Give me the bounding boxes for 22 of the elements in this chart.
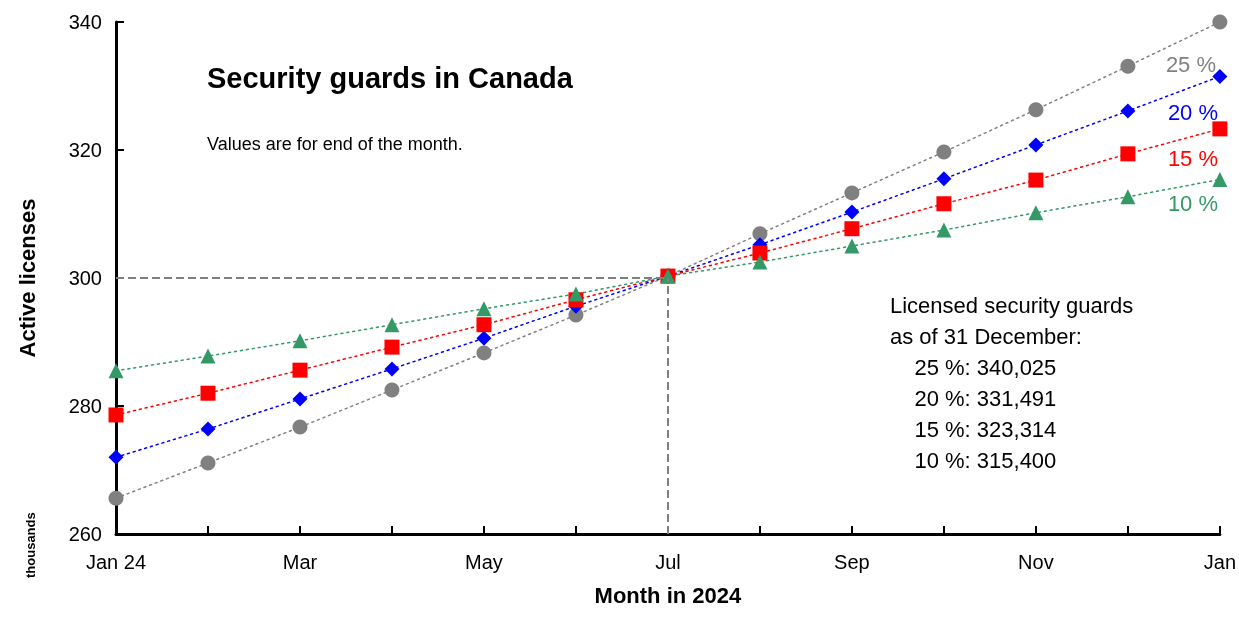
y-axis-title: Active licenses [14, 198, 40, 358]
x-tick-label: Sep [834, 551, 870, 573]
series-label: 10 % [1167, 190, 1219, 216]
y-tick-label: 320 [68, 139, 102, 161]
text: Security guards in Canada [207, 61, 574, 94]
y-tick-label: 280 [68, 395, 102, 417]
x-tick-label: Jan 24 [85, 551, 147, 573]
x-tick-label: Mar [282, 551, 318, 573]
y-tick-label: 300 [68, 267, 102, 289]
x-tick-label: Nov [1018, 551, 1054, 573]
series-label: 15 % [1167, 146, 1219, 172]
text: Values are for end of the month. [207, 134, 463, 154]
x-tick-label: Jan [1203, 551, 1236, 573]
x-tick-label: Jul [655, 551, 681, 573]
x-tick-label: May [465, 551, 503, 573]
x-axis-title: Month in 2024 [594, 582, 743, 608]
series-label: 25 % [1165, 51, 1217, 77]
y-tick-label: 340 [68, 11, 102, 33]
annotation: Licensed security guards as of 31 December: 25 %: 340,025 20 %: 331,491 15 %: 323,314 10 %: 315,400 [890, 293, 1134, 473]
y-tick-label: 260 [68, 523, 102, 545]
series-label: 20 % [1167, 99, 1219, 125]
text: thousands [22, 512, 38, 578]
